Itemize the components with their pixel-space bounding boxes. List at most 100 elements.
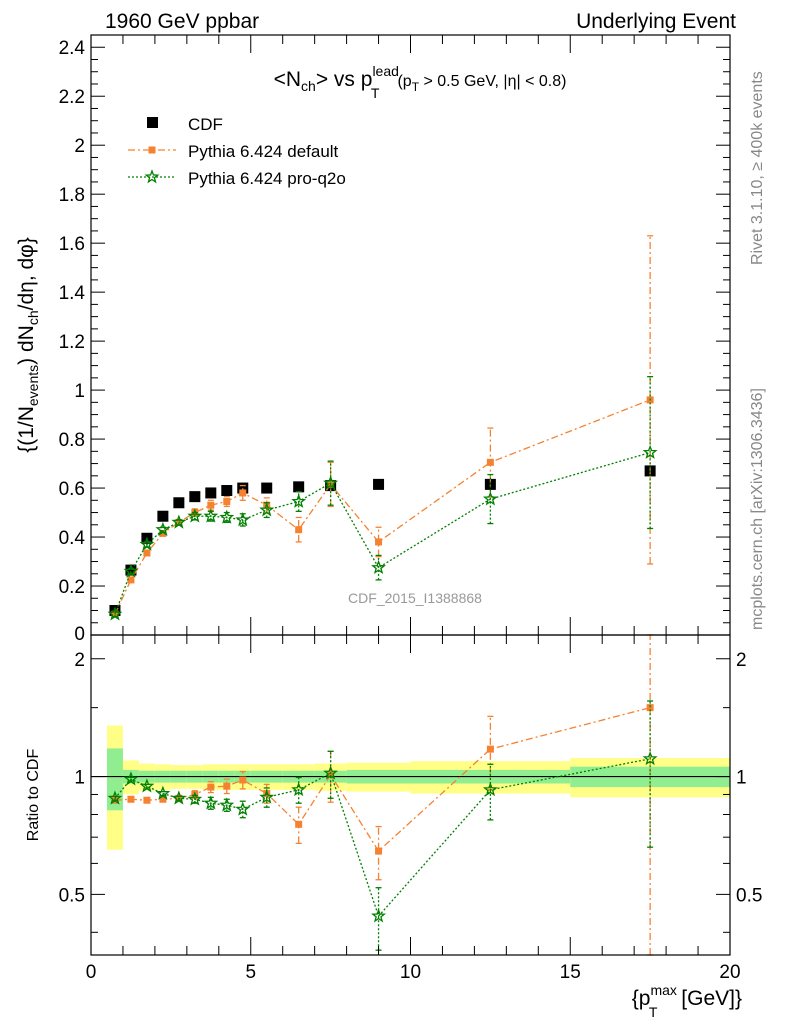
main-ytick-label: 0.2 [59, 577, 85, 598]
main-line-default [114, 399, 651, 615]
main-point-proq2o [203, 508, 219, 523]
ratio-point-proq2o [235, 801, 251, 816]
legend: CDF Pythia 6.424 default Pythia 6.424 pr… [128, 115, 346, 188]
ratio-band-inner [106, 748, 123, 811]
main-ytick-label: 1.6 [59, 234, 85, 255]
title-d: > 0.5 GeV, |η| < 0.8) [419, 73, 566, 90]
main-point-cdf [237, 482, 249, 494]
xlabel: {pmax T [GeV]} [632, 982, 742, 1020]
main-point-cdf [373, 478, 385, 490]
main-ylabel: {(1/Nevents) dNch/dη, dφ} [15, 237, 41, 453]
main-point-proq2o [155, 521, 171, 537]
ratio-ytick-label-right: 1 [736, 768, 747, 789]
main-point-default [143, 549, 151, 557]
main-point-default [127, 576, 135, 584]
main-ytick-label: 2 [74, 136, 85, 157]
ratio-point-proq2o [642, 750, 658, 766]
main-point-default [159, 529, 167, 537]
xlabel-b: [GeV]} [675, 987, 742, 1010]
main-ytick-label-zero: 0 [74, 624, 85, 645]
main-ytick-label: 1 [74, 381, 85, 402]
ylabel-a-sub: events [25, 365, 41, 406]
header-left: 1960 GeV ppbar [105, 10, 259, 33]
main-point-proq2o [123, 563, 139, 578]
ratio-point-default [646, 704, 654, 712]
xtick-label: 0 [86, 962, 97, 983]
ratio-point-default [223, 782, 231, 790]
ratio-ylabel: Ratio to CDF [25, 749, 42, 842]
ratio-point-proq2o [107, 790, 123, 805]
ratio-ytick-label: 0.5 [59, 885, 85, 906]
main-point-default [207, 501, 215, 509]
legend-marker-default [148, 146, 156, 154]
legend-label-cdf: CDF [188, 115, 223, 134]
ratio-point-default [486, 745, 494, 753]
main-point-default [223, 498, 231, 506]
ylabel-c: /dη, dφ} [15, 237, 38, 310]
main-ytick-label: 1.2 [59, 332, 85, 353]
ratio-ytick-label-right: 2 [736, 650, 747, 671]
main-point-proq2o [139, 536, 155, 551]
ratio-point-proq2o [259, 789, 275, 804]
ratio-point-proq2o [219, 797, 235, 812]
ratio-point-proq2o [482, 781, 498, 797]
main-ytick-label: 2.4 [59, 38, 86, 59]
ratio-point-proq2o [203, 795, 219, 810]
main-point-default [375, 538, 383, 546]
main-point-proq2o [171, 514, 187, 529]
ratio-point-default [127, 795, 135, 803]
main-point-cdf [125, 564, 137, 576]
ratio-point-proq2o [291, 781, 307, 797]
title-b-sub: T [371, 85, 380, 101]
legend-label-default: Pythia 6.424 default [188, 142, 339, 161]
ratio-point-proq2o [187, 791, 203, 806]
title-b: > vs p [316, 68, 373, 91]
ratio-ytick-label: 1 [74, 768, 85, 789]
main-line-proq2o [114, 451, 651, 615]
main-point-default [295, 526, 303, 534]
main-ytick-label: 2.2 [59, 87, 85, 108]
mcplots-label: mcplots.cern.ch [arXiv:1306.3436] [749, 388, 766, 630]
main-frame [90, 34, 731, 636]
title-a-sub: ch [301, 78, 316, 94]
title-c: (p [397, 73, 411, 90]
main-point-cdf [484, 478, 496, 490]
xtick-label: 20 [719, 962, 740, 983]
main-ytick-label: 0.6 [59, 479, 85, 500]
title-c-sub: T [412, 80, 420, 94]
ratio-point-proq2o [155, 785, 171, 800]
ratio-ytick-label: 2 [74, 650, 85, 671]
xlabel-a-sub: T [649, 1004, 658, 1020]
main-point-cdf [189, 491, 201, 503]
chart-title: <Nch> vs plead T(pT > 0.5 GeV, |η| < 0.8) [274, 63, 567, 101]
main-point-proq2o [187, 508, 203, 523]
ratio-point-default [143, 796, 151, 804]
legend-marker-cdf [147, 117, 158, 128]
header-right: Underlying Event [576, 10, 736, 33]
main-point-proq2o [642, 444, 658, 459]
ratio-point-default [239, 776, 247, 784]
xtick-label: 5 [245, 962, 256, 983]
main-point-cdf [221, 485, 233, 497]
main-ytick-label: 1.4 [59, 283, 86, 304]
ratio-point-proq2o [139, 778, 155, 793]
xlabel-a: {p [632, 987, 651, 1010]
ratio-point-proq2o [171, 790, 187, 805]
xtick-label: 10 [400, 962, 421, 983]
main-point-cdf [173, 497, 185, 509]
main-point-default [239, 489, 247, 497]
ratio-point-proq2o [123, 771, 139, 786]
main-ytick-label: 0.4 [59, 528, 86, 549]
ratio-point-default [207, 783, 215, 791]
main-point-proq2o [371, 559, 387, 575]
main-point-default [486, 458, 494, 466]
ratio-ytick-label-right: 0.5 [736, 885, 762, 906]
main-point-proq2o [107, 606, 123, 621]
ylabel-b: ) dN [15, 325, 38, 365]
main-point-cdf [109, 605, 121, 617]
title-b-sup: lead [372, 63, 398, 79]
main-point-proq2o [235, 512, 251, 527]
xlabel-a-sup: max [650, 982, 676, 998]
